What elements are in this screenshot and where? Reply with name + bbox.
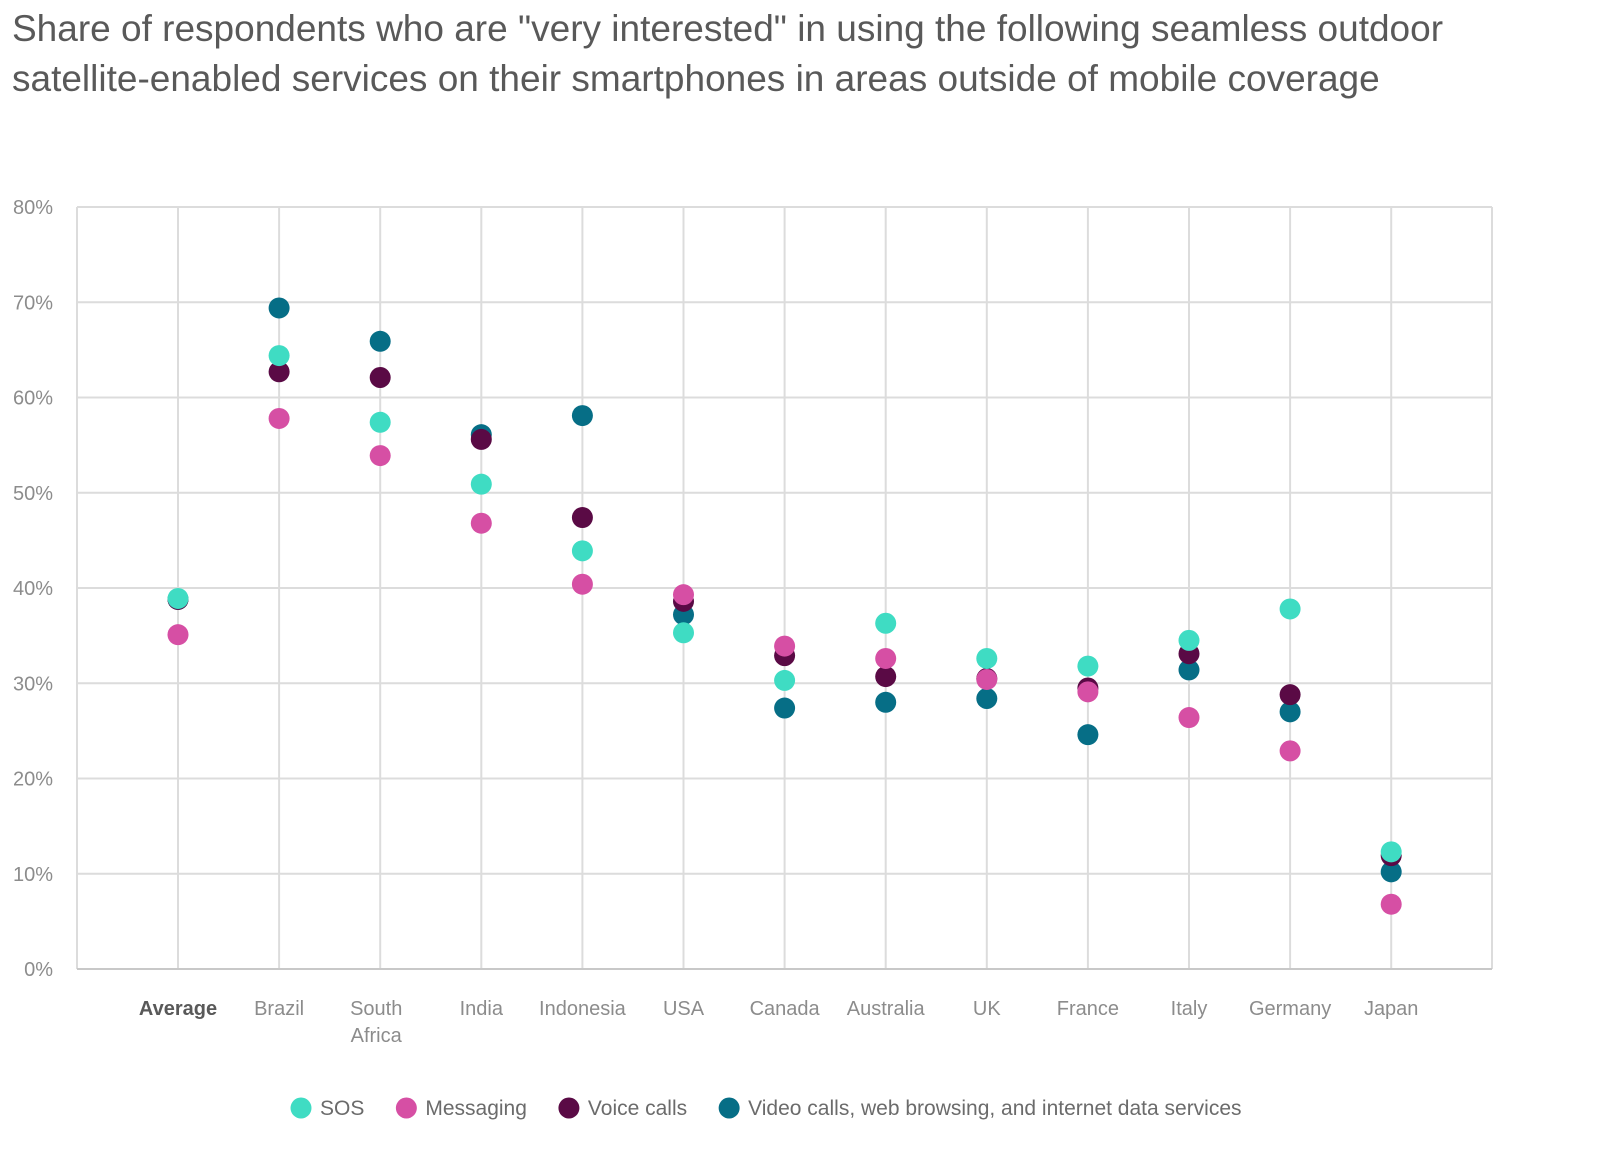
point-video-calls-web-browsing-and-internet-data-services [369, 330, 391, 352]
point-messaging [1077, 681, 1099, 703]
y-tick-label: 70% [13, 292, 53, 314]
point-messaging [167, 624, 189, 646]
y-tick-label: 10% [13, 864, 53, 886]
y-tick-label: 30% [13, 673, 53, 695]
point-sos [369, 411, 391, 433]
legend-label-voice-calls: Voice calls [588, 1097, 687, 1120]
point-messaging [470, 512, 492, 534]
point-voice-calls [875, 666, 897, 688]
x-category-label: Australia [847, 998, 926, 1020]
point-messaging [976, 668, 998, 690]
x-category-label: India [460, 998, 504, 1020]
point-sos [976, 647, 998, 669]
point-messaging [1178, 707, 1200, 729]
x-category-label: Germany [1249, 998, 1331, 1020]
x-category-label: South Africa [350, 998, 403, 1047]
point-sos [774, 669, 796, 691]
point-video-calls-web-browsing-and-internet-data-services [774, 697, 796, 719]
point-video-calls-web-browsing-and-internet-data-services [875, 691, 897, 713]
x-category-label-line: UK [973, 998, 1001, 1020]
x-category-label-line: Australia [847, 998, 926, 1020]
point-sos [470, 473, 492, 495]
legend: SOS Messaging Voice calls Video calls, web … [290, 1097, 1242, 1120]
point-sos [571, 540, 593, 562]
point-video-calls-web-browsing-and-internet-data-services [1380, 861, 1402, 883]
gridlines [76, 206, 1493, 969]
x-category-label: Canada [750, 998, 821, 1020]
x-category-label-line: Africa [351, 1025, 403, 1047]
y-tick-label: 20% [13, 769, 53, 791]
point-messaging [875, 647, 897, 669]
y-tick-label: 50% [13, 483, 53, 505]
point-messaging [774, 635, 796, 657]
x-category-label-line: Brazil [254, 998, 304, 1020]
y-tick-label: 60% [13, 388, 53, 410]
point-voice-calls [369, 366, 391, 388]
legend-item-messaging: Messaging [395, 1097, 527, 1120]
point-voice-calls [470, 428, 492, 450]
point-messaging [369, 445, 391, 467]
legend-label-messaging: Messaging [425, 1097, 527, 1120]
x-category-label: France [1057, 998, 1119, 1020]
x-category-label: Indonesia [539, 998, 627, 1020]
legend-item-video-calls-web-browsing-and-internet-data-services: Video calls, web browsing, and internet … [718, 1097, 1242, 1120]
x-category-label: Brazil [254, 998, 304, 1020]
point-voice-calls [1279, 684, 1301, 706]
point-sos [167, 587, 189, 609]
x-category-label-line: USA [663, 998, 705, 1020]
legend-marker-messaging [395, 1097, 417, 1119]
legend-marker-sos [290, 1097, 312, 1119]
y-tick-label: 80% [13, 197, 53, 219]
point-sos [1279, 598, 1301, 620]
chart-title: Share of respondents who are "very inter… [12, 4, 1592, 104]
x-category-label: Average [139, 998, 217, 1020]
point-sos [1077, 655, 1099, 677]
x-category-label-line: India [460, 998, 504, 1020]
x-category-label: Italy [1171, 998, 1208, 1020]
x-category-label-line: France [1057, 998, 1119, 1020]
point-video-calls-web-browsing-and-internet-data-services [1279, 701, 1301, 723]
x-category-label-line: South [350, 998, 402, 1020]
x-axis: Average Brazil South Africa India Indonesia US… [77, 968, 1492, 1047]
point-sos [875, 612, 897, 634]
point-voice-calls [571, 507, 593, 529]
y-tick-label: 0% [24, 959, 53, 981]
x-category-label-line: Indonesia [539, 998, 627, 1020]
x-category-label: Japan [1364, 998, 1419, 1020]
legend-marker-voice-calls [558, 1097, 580, 1119]
point-video-calls-web-browsing-and-internet-data-services [976, 687, 998, 709]
chart-title-line-1: Share of respondents who are "very inter… [12, 8, 1444, 49]
y-tick-label: 40% [13, 578, 53, 600]
point-messaging [268, 407, 290, 429]
x-category-label-line: Japan [1364, 998, 1419, 1020]
legend-item-sos: SOS [290, 1097, 364, 1120]
point-video-calls-web-browsing-and-internet-data-services [1178, 659, 1200, 681]
point-voice-calls [268, 361, 290, 383]
point-messaging [1279, 740, 1301, 762]
data-points [167, 297, 1402, 915]
x-category-label: UK [973, 998, 1001, 1020]
point-messaging [571, 573, 593, 595]
x-category-label: USA [663, 998, 705, 1020]
point-video-calls-web-browsing-and-internet-data-services [268, 297, 290, 319]
legend-label-sos: SOS [320, 1097, 364, 1120]
point-sos [268, 345, 290, 367]
x-category-label-line: Italy [1171, 998, 1208, 1020]
x-category-label-line: Germany [1249, 998, 1331, 1020]
y-axis: 0% 10% 20% 30% 40% 50% 60% 70% 80% [13, 197, 53, 981]
point-video-calls-web-browsing-and-internet-data-services [571, 405, 593, 427]
x-category-label-line: Canada [750, 998, 821, 1020]
point-sos [1380, 841, 1402, 863]
point-video-calls-web-browsing-and-internet-data-services [1077, 724, 1099, 746]
legend-item-voice-calls: Voice calls [558, 1097, 687, 1120]
point-sos [1178, 629, 1200, 651]
legend-marker-video-calls-web-browsing-and-internet-data-services [718, 1097, 740, 1119]
point-sos [673, 622, 694, 644]
chart-title-line-2: satellite-enabled services on their smar… [12, 58, 1380, 99]
point-messaging [673, 584, 694, 606]
x-category-label-line: Average [139, 998, 217, 1020]
point-messaging [1380, 893, 1402, 915]
legend-label-video-calls-web-browsing-and-internet-data-services: Video calls, web browsing, and internet … [748, 1097, 1241, 1120]
